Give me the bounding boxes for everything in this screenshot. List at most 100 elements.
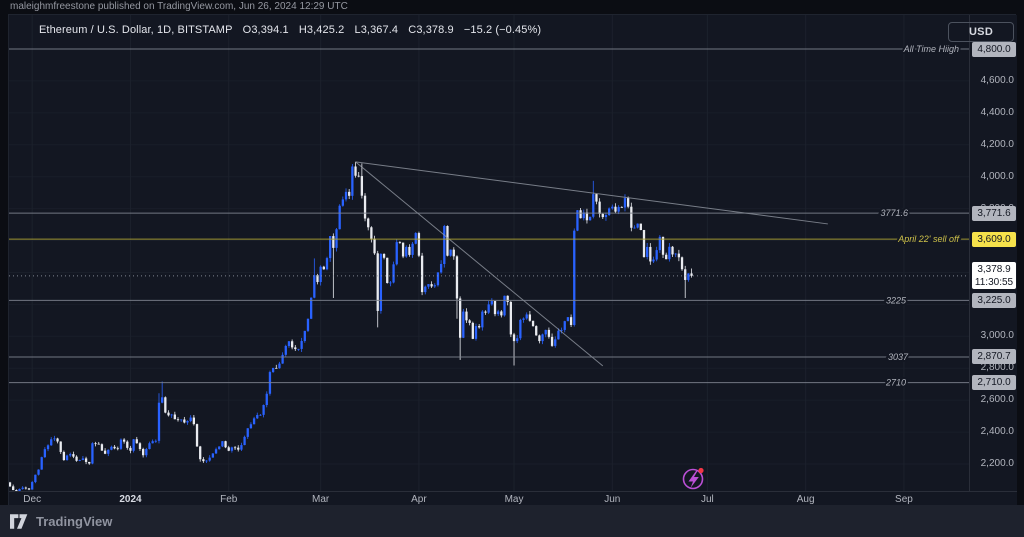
trend-line[interactable]: [355, 161, 828, 225]
candle-body: [424, 286, 427, 293]
candle-body: [107, 449, 110, 454]
candle-body: [189, 417, 192, 422]
time-tick-label: Dec: [23, 494, 42, 505]
candle-body: [642, 230, 646, 257]
candle-body: [680, 257, 684, 270]
candle-body: [322, 266, 325, 270]
candle-body: [684, 269, 687, 280]
tradingview-logo-icon[interactable]: [10, 513, 29, 529]
candle-body: [211, 453, 215, 458]
candle-body: [627, 198, 630, 207]
candle-body: [100, 444, 104, 451]
candle-body: [538, 335, 541, 342]
candle-body: [170, 414, 173, 416]
candle-body: [81, 458, 85, 460]
candle-body: [455, 256, 459, 299]
candle-body: [88, 461, 91, 464]
candle-body: [481, 311, 484, 328]
candle-body: [259, 414, 262, 416]
candle-body: [493, 301, 497, 315]
candle-body: [677, 253, 681, 258]
candle-body: [487, 304, 490, 313]
candle-body: [601, 213, 604, 218]
candle-body: [550, 336, 554, 346]
candle-body: [278, 363, 281, 369]
candle-body: [595, 194, 598, 202]
candle-body: [588, 216, 592, 221]
price-level-tag: 3,225.0: [972, 292, 1016, 308]
candle-body: [458, 298, 462, 338]
time-tick-label: Aug: [796, 494, 815, 505]
price-tick-label: 2,400.0: [980, 426, 1014, 438]
candle-body: [306, 318, 310, 331]
candle-body: [300, 341, 303, 349]
candle-body: [154, 440, 157, 442]
candle-body: [294, 347, 297, 350]
candle-body: [417, 233, 421, 256]
candle-body: [173, 414, 176, 420]
candle-body: [332, 236, 335, 248]
tradingview-wordmark[interactable]: TradingView: [36, 513, 113, 529]
candle-body: [40, 457, 43, 470]
time-tick-label: May: [504, 494, 524, 505]
price-level-tag: 2,710.0: [972, 375, 1016, 391]
time-tick-label: 2024: [119, 494, 142, 505]
candle-body: [620, 207, 623, 208]
candle-body: [351, 166, 354, 196]
candle-body: [357, 175, 360, 177]
candle-body: [376, 253, 379, 311]
candle-body: [145, 449, 148, 456]
candle-body: [122, 439, 126, 442]
notification-dot: [698, 467, 704, 474]
candle-body: [62, 451, 66, 461]
candle-body: [329, 236, 332, 259]
candle-body: [522, 318, 525, 320]
candle-body: [205, 460, 208, 462]
candle-body: [509, 301, 513, 335]
ohlc-high: H3,425.2: [298, 24, 345, 36]
candlestick-chart[interactable]: All Time Hiigh 3771.6 April 22' sell off 32…: [9, 15, 969, 491]
candle-body: [224, 441, 227, 448]
candle-body: [516, 338, 519, 342]
candle-body: [15, 490, 18, 491]
candle-body: [646, 246, 649, 257]
candle-body: [566, 317, 570, 322]
candle-body: [281, 354, 284, 364]
candle-body: [658, 236, 661, 251]
candle-body: [468, 320, 471, 323]
currency-usd-button[interactable]: USD: [948, 22, 1014, 42]
trend-line[interactable]: [355, 161, 604, 367]
price-axis[interactable]: 4,600.04,400.04,200.04,000.03,800.03,400…: [969, 15, 1017, 491]
time-axis[interactable]: Dec 2024 Feb Mar Apr May Jun Jul Aug Sep: [9, 491, 1017, 506]
candle-body: [414, 233, 417, 244]
bottom-bar: TradingView: [0, 505, 1024, 537]
candle-body: [576, 210, 579, 231]
candle-body: [636, 223, 639, 228]
candle-body: [633, 227, 636, 229]
candle-body: [78, 459, 81, 461]
candle-body: [148, 443, 151, 450]
candle-body: [623, 198, 627, 208]
candle-body: [12, 486, 15, 491]
time-tick-label: Mar: [312, 494, 330, 505]
candle-body: [478, 326, 481, 328]
current-price-value: 3,378.9: [977, 264, 1011, 276]
candle-body: [519, 319, 522, 339]
candle-body: [439, 264, 443, 273]
price-tick-label: 4,000.0: [980, 170, 1014, 182]
candle-body: [249, 424, 253, 429]
candle-body: [386, 257, 389, 283]
candle-body: [135, 439, 138, 444]
candle-body: [208, 457, 211, 461]
candle-body: [37, 469, 40, 475]
candle-body: [446, 226, 449, 256]
candle-body: [271, 367, 275, 373]
candle-body: [176, 419, 180, 421]
ohlc-close: C3,378.9: [408, 24, 454, 36]
lightning-flash-icon[interactable]: [682, 468, 704, 490]
candle-body: [579, 210, 582, 219]
candle-body: [287, 341, 291, 346]
candle-body: [316, 275, 319, 283]
candle-body: [183, 419, 186, 423]
